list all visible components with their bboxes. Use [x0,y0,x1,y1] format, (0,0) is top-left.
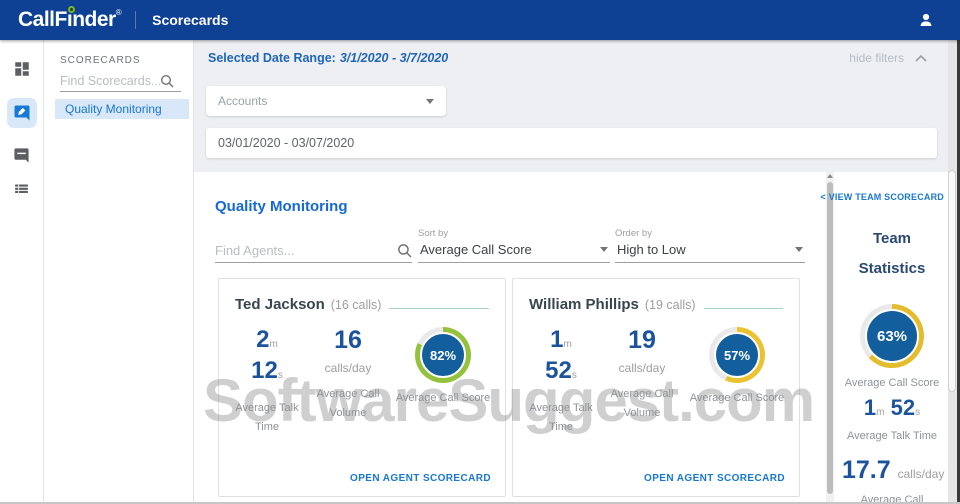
chevron-up-icon[interactable] [914,53,928,63]
team-score-value: 63% [877,328,907,345]
selected-date-range: Selected Date Range: 3/1/2020 - 3/7/2020 [208,51,448,65]
team-statistics-panel: < VIEW TEAM SCORECARD Team Statistics 63… [842,172,942,504]
team-avg-talk-time: 1m 52s [842,395,942,421]
search-icon[interactable] [160,74,174,88]
avg-call-score-label: Average Call Score [391,392,495,404]
view-team-scorecard-link[interactable]: < VIEW TEAM SCORECARD [821,192,944,202]
callfinder-logo[interactable]: CallFınder® [18,8,121,32]
avg-talk-time-label: Average Talk Time [528,399,594,438]
find-agents-search [215,228,412,263]
order-by-select[interactable]: Order by High to Low [615,228,805,263]
score-value: 82% [430,348,456,363]
date-range-field [206,128,937,158]
score-value: 57% [724,348,750,363]
team-statistics-title: Team Statistics [842,224,942,284]
scrollbar[interactable] [826,172,834,504]
agent-call-count: (16 calls) [331,298,382,312]
scorecards-icon[interactable] [7,98,37,128]
card-divider-line [704,308,783,309]
scorecards-search [60,74,181,92]
open-agent-scorecard-link[interactable]: OPEN AGENT SCORECARD [350,473,491,484]
team-score-donut-chart: 63% [860,304,924,368]
nav-rail [0,40,44,504]
agent-name: William Phillips [529,296,639,313]
user-account-icon[interactable] [918,12,934,28]
order-by-label: Order by [615,228,805,239]
accounts-dropdown-value: Accounts [218,94,426,108]
app-window: CallFınder® Scorecards SCORECARDS [0,0,960,504]
team-avg-call-volume: 17.7 calls/day [842,456,942,485]
date-range-input[interactable] [206,136,937,150]
sort-by-value: Average Call Score [420,242,600,257]
avg-call-volume-stat: 19 calls/day Average Call Volume [599,327,685,438]
avg-call-volume-label: Average Call Volume [603,385,681,424]
comments-icon[interactable] [7,142,37,168]
hide-filters-link[interactable]: hide filters [849,51,904,65]
search-icon[interactable] [397,243,412,258]
card-divider-line [389,308,489,309]
chevron-down-icon [426,99,434,104]
agent-card-william-phillips: William Phillips (19 calls) 1m 52s Avera… [512,278,800,497]
app-header: CallFınder® Scorecards [0,0,960,40]
section-heading: Quality Monitoring [215,198,348,215]
team-avg-talk-time-label: Average Talk Time [842,430,942,442]
filters-section: Selected Date Range:3/1/2020 - 3/7/2020 … [194,40,948,172]
avg-talk-time-stat: 2m 12s Average Talk Time [229,327,305,438]
scorecards-panel: SCORECARDS Quality Monitoring [44,40,194,504]
logo-letter-i: ı [67,8,72,31]
score-donut-chart: 57% [709,327,765,383]
page-title: Scorecards [152,12,228,28]
avg-call-volume-stat: 16 calls/day Average Call Volume [305,327,391,438]
agent-filter-row: Sort by Average Call Score Order by High… [215,228,805,263]
chevron-down-icon [795,247,803,252]
avg-call-score-label: Average Call Score [685,392,789,404]
order-by-value: High to Low [617,242,795,257]
avg-talk-time-label: Average Talk Time [234,399,300,438]
find-agents-input[interactable] [215,243,397,258]
main-area: Selected Date Range:3/1/2020 - 3/7/2020 … [194,40,948,504]
score-donut-chart: 82% [415,327,471,383]
avg-call-score-stat: 57% Average Call Score [685,327,789,438]
logo-green-dot-icon [68,6,75,13]
team-avg-call-score-label: Average Call Score [842,377,942,389]
sidebar-item-quality-monitoring[interactable]: Quality Monitoring [55,99,189,119]
registered-mark: ® [116,8,121,17]
page-scrollbar[interactable] [948,40,957,504]
avg-talk-time-stat: 1m 52s Average Talk Time [523,327,599,438]
logo-text-1: CallF [18,8,67,31]
dashboard-icon[interactable] [7,56,37,82]
date-range-value: 3/1/2020 - 3/7/2020 [340,51,448,65]
avg-call-volume-label: Average Call Volume [309,385,387,424]
agent-card-ted-jackson: Ted Jackson (16 calls) 2m 12s Average Ta… [218,278,506,497]
date-range-label: Selected Date Range: [208,51,336,65]
agent-call-count: (19 calls) [645,298,696,312]
sort-by-label: Sort by [418,228,610,239]
header-divider [135,11,136,29]
scrollbar-up-arrow[interactable] [827,174,833,178]
find-scorecards-input[interactable] [60,74,160,88]
quality-monitoring-section: Quality Monitoring Sort by Average Call … [194,172,948,504]
sort-by-select[interactable]: Sort by Average Call Score [418,228,610,263]
avg-call-score-stat: 82% Average Call Score [391,327,495,438]
list-icon[interactable] [7,176,37,202]
logo-text-2: nder [72,8,116,31]
agent-name: Ted Jackson [235,296,325,313]
chevron-down-icon [600,247,608,252]
scorecards-panel-label: SCORECARDS [60,55,193,66]
scrollbar-thumb[interactable] [827,182,833,494]
page-scrollbar-thumb[interactable] [948,170,956,392]
open-agent-scorecard-link[interactable]: OPEN AGENT SCORECARD [644,473,785,484]
accounts-dropdown[interactable]: Accounts [206,86,446,116]
